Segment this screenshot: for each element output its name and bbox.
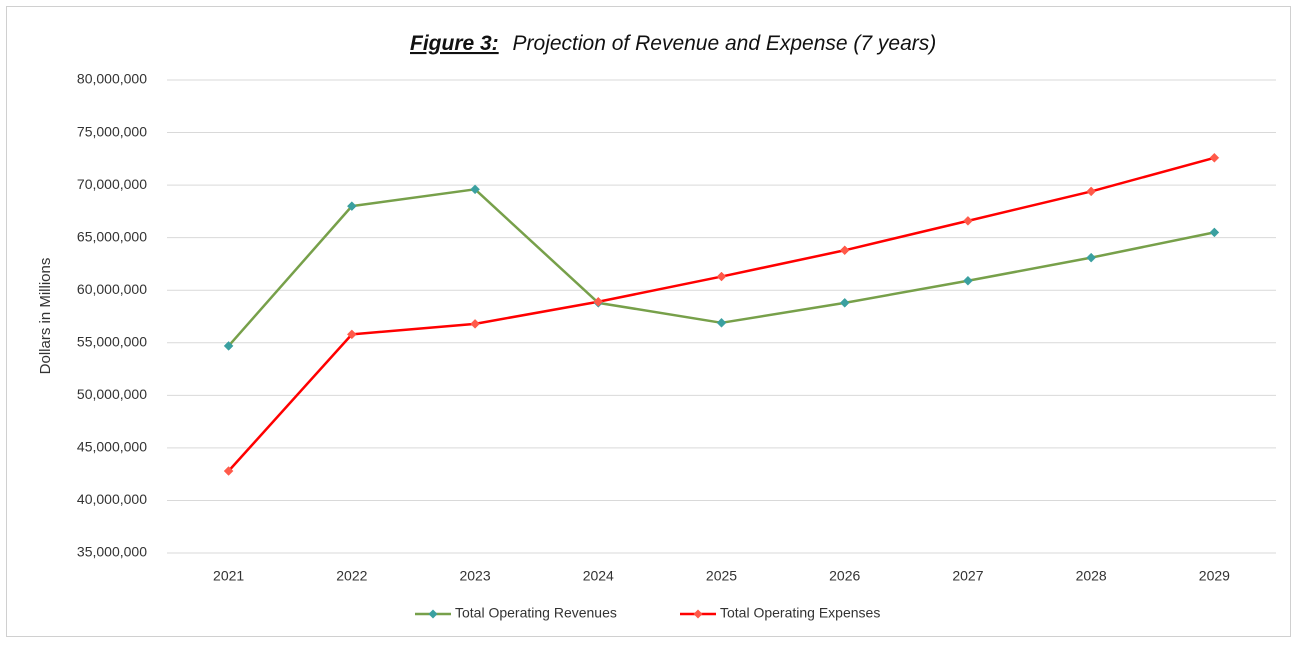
legend-label: Total Operating Expenses bbox=[720, 605, 880, 621]
data-point bbox=[593, 296, 604, 307]
data-point bbox=[839, 297, 850, 308]
y-tick-label: 45,000,000 bbox=[77, 439, 147, 455]
data-point bbox=[470, 319, 480, 329]
y-tick-label: 50,000,000 bbox=[77, 386, 147, 402]
y-tick-label: 55,000,000 bbox=[77, 333, 147, 349]
x-tick-label: 2023 bbox=[459, 568, 490, 584]
data-point bbox=[963, 215, 973, 226]
data-point bbox=[1086, 186, 1097, 197]
y-tick-label: 60,000,000 bbox=[77, 281, 147, 297]
y-tick-label: 75,000,000 bbox=[77, 123, 147, 139]
y-tick-label: 35,000,000 bbox=[77, 544, 147, 560]
x-tick-label: 2029 bbox=[1199, 568, 1230, 584]
y-tick-label: 40,000,000 bbox=[77, 491, 147, 507]
data-point bbox=[1209, 152, 1220, 163]
y-axis-label: Dollars in Millions bbox=[37, 258, 54, 375]
legend-marker bbox=[428, 609, 438, 619]
legend-marker bbox=[693, 609, 703, 619]
title-label: Figure 3: bbox=[410, 32, 499, 55]
x-tick-label: 2025 bbox=[706, 568, 737, 584]
x-tick-label: 2028 bbox=[1076, 568, 1107, 584]
x-tick-label: 2022 bbox=[336, 568, 367, 584]
data-point bbox=[1209, 227, 1220, 238]
data-point bbox=[1086, 252, 1097, 263]
data-point bbox=[346, 201, 357, 211]
x-tick-label: 2026 bbox=[829, 568, 860, 584]
data-point bbox=[716, 317, 727, 328]
data-point bbox=[963, 275, 973, 286]
y-tick-label: 65,000,000 bbox=[77, 228, 147, 244]
data-point bbox=[223, 466, 234, 476]
x-tick-label: 2021 bbox=[213, 568, 244, 584]
data-point bbox=[223, 341, 234, 351]
chart-title: Figure 3: Projection of Revenue and Expe… bbox=[410, 32, 936, 55]
x-tick-label: 2027 bbox=[952, 568, 983, 584]
data-point bbox=[839, 245, 850, 256]
y-tick-label: 70,000,000 bbox=[77, 176, 147, 192]
data-point bbox=[716, 271, 727, 282]
title-text: Projection of Revenue and Expense (7 yea… bbox=[513, 32, 937, 55]
x-tick-label: 2024 bbox=[583, 568, 614, 584]
data-point bbox=[346, 329, 357, 340]
data-point bbox=[470, 184, 480, 195]
y-tick-label: 80,000,000 bbox=[77, 71, 147, 87]
legend-label: Total Operating Revenues bbox=[455, 605, 617, 621]
chart-frame bbox=[6, 6, 1291, 637]
